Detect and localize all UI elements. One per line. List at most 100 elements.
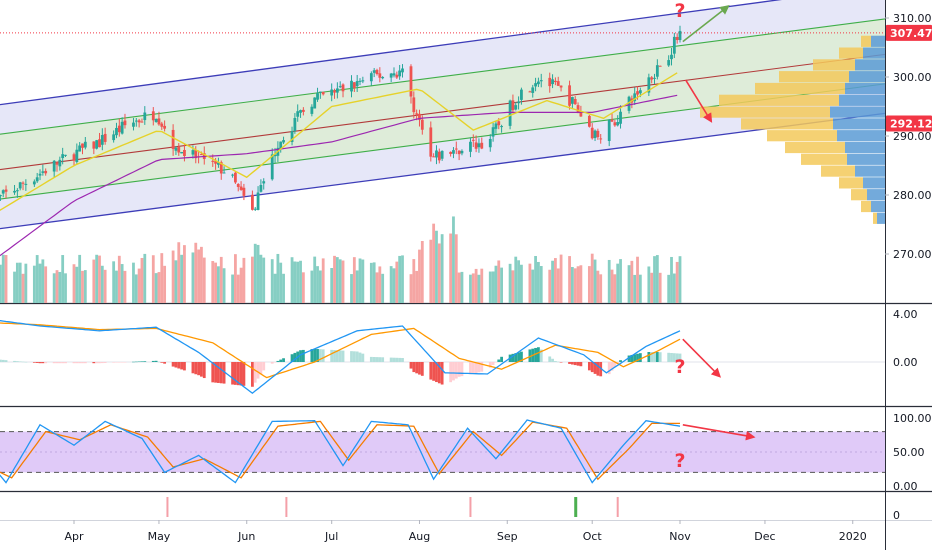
candle-body [341, 84, 345, 92]
candle-body [64, 154, 67, 156]
candle-body [474, 142, 478, 149]
vp-down-bar [767, 130, 837, 142]
volume-bars [0, 216, 682, 303]
volume-bar [171, 250, 175, 303]
volume-bar [361, 259, 365, 303]
candle-body [678, 30, 682, 41]
volume-bar [655, 255, 659, 303]
macd-histogram-bar [590, 362, 594, 373]
macd-histogram-bar [211, 362, 215, 383]
candle-body [318, 91, 322, 93]
macd-histogram-bar [231, 362, 234, 385]
macd-histogram-bar [358, 352, 362, 362]
macd-histogram-bar [517, 352, 520, 362]
volume-bar [191, 252, 195, 303]
ma-fast-line [0, 72, 678, 212]
volume-bar [95, 254, 99, 303]
candle-body [214, 161, 217, 164]
candle-body [174, 147, 178, 151]
volume-bar [358, 258, 362, 303]
macd-histogram-bar [310, 349, 314, 362]
volume-bar [78, 254, 82, 303]
macd-histogram-bar [452, 362, 455, 381]
volume-bar [236, 274, 240, 303]
macd-histogram-bar [134, 361, 138, 363]
volume-bar [375, 272, 379, 303]
volume-bar [301, 272, 305, 303]
vp-down-bar [719, 94, 839, 106]
volume-bar [350, 274, 353, 303]
macd-histogram-bar [488, 362, 492, 368]
candle-body [636, 91, 639, 95]
candle-body [633, 93, 637, 102]
macd-histogram-bar [457, 362, 461, 377]
candle-body [256, 192, 260, 210]
macd-histogram-bar [361, 353, 365, 362]
volume-bar [183, 245, 186, 303]
macd-histogram-bar [217, 362, 220, 383]
macd-histogram-bar [253, 362, 257, 383]
candle-body [497, 121, 501, 126]
macd-histogram-bar [556, 361, 560, 363]
volume-bar [242, 257, 246, 303]
macd-histogram-bar [437, 362, 441, 384]
macd-y-tick-label: 0.00 [893, 356, 918, 369]
macd-histogram-bar [667, 352, 671, 362]
volume-bar [98, 255, 101, 303]
candle-body [358, 80, 362, 82]
candle-body [293, 118, 297, 132]
volume-bar [290, 257, 294, 303]
macd-histogram-bar [350, 351, 353, 362]
ma-slow-line [0, 94, 678, 257]
candle-body [500, 126, 503, 128]
macd-histogram-bar [587, 362, 591, 371]
candle-body [619, 111, 622, 124]
macd-histogram-bar [21, 361, 25, 363]
candle-body [653, 77, 656, 79]
volume-bar [251, 256, 254, 303]
macd-histogram-bar [234, 362, 237, 385]
vp-down-bar [755, 82, 845, 95]
candle-body [75, 149, 79, 162]
volume-bar [55, 270, 59, 303]
candle-body [381, 77, 385, 79]
candle-body [4, 189, 8, 192]
vp-up-bar [830, 106, 885, 118]
trend-arrow [684, 79, 713, 123]
candle-body [607, 119, 611, 141]
macd-histogram-bar [81, 362, 84, 364]
volume-bar [333, 255, 336, 303]
x-tick-label: 2020 [839, 530, 867, 543]
volume-bar [160, 253, 164, 303]
volume-bar [432, 223, 436, 303]
volume-profile [700, 35, 885, 224]
candle-body [494, 123, 498, 129]
macd-histogram-bar [1, 359, 5, 362]
volume-bar [299, 260, 302, 303]
candle-body [534, 83, 537, 87]
volume-bar [58, 271, 62, 303]
macd-histogram-bar [474, 362, 478, 373]
vp-up-bar [871, 200, 885, 213]
channel-line-median [0, 53, 885, 171]
vp-up-bar [855, 165, 885, 177]
macd-histogram-bar [78, 362, 82, 364]
stoch-y-tick-label: 0.00 [893, 480, 918, 493]
volume-bar [517, 260, 520, 303]
volume-bar [474, 268, 478, 303]
volume-bar [401, 255, 404, 303]
candle-body [488, 138, 492, 148]
volume-bar [231, 274, 234, 303]
event-marker [166, 497, 169, 517]
trend-arrow [682, 424, 756, 441]
vp-up-bar [845, 82, 885, 95]
macd-histogram-bar [372, 357, 376, 362]
candle-body [81, 143, 84, 148]
volume-bar [318, 270, 322, 303]
x-tick-label: Aug [409, 530, 430, 543]
volume-bar [650, 272, 654, 303]
candle-body [508, 100, 512, 126]
volume-bar [296, 261, 300, 303]
